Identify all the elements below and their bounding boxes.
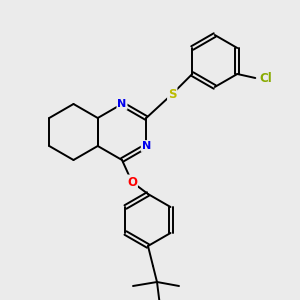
Text: Cl: Cl xyxy=(259,71,272,85)
Text: O: O xyxy=(127,176,137,188)
Text: S: S xyxy=(168,88,176,100)
Text: N: N xyxy=(142,141,151,151)
Text: N: N xyxy=(117,99,127,109)
